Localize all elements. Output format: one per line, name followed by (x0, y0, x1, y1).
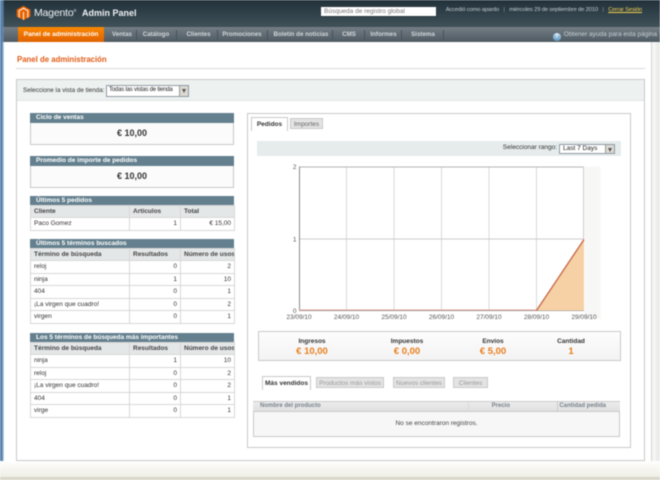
svg-text:1: 1 (293, 237, 297, 244)
svg-text:2: 2 (293, 164, 297, 171)
svg-text:0: 0 (293, 308, 297, 315)
svg-text:27/09/10: 27/09/10 (476, 314, 502, 321)
svg-text:25/09/10: 25/09/10 (381, 314, 407, 321)
svg-text:28/09/10: 28/09/10 (524, 314, 550, 321)
svg-text:23/09/10: 23/09/10 (286, 314, 312, 321)
svg-text:29/09/10: 29/09/10 (571, 314, 597, 321)
svg-text:26/09/10: 26/09/10 (429, 314, 455, 321)
svg-text:24/09/10: 24/09/10 (334, 314, 360, 321)
